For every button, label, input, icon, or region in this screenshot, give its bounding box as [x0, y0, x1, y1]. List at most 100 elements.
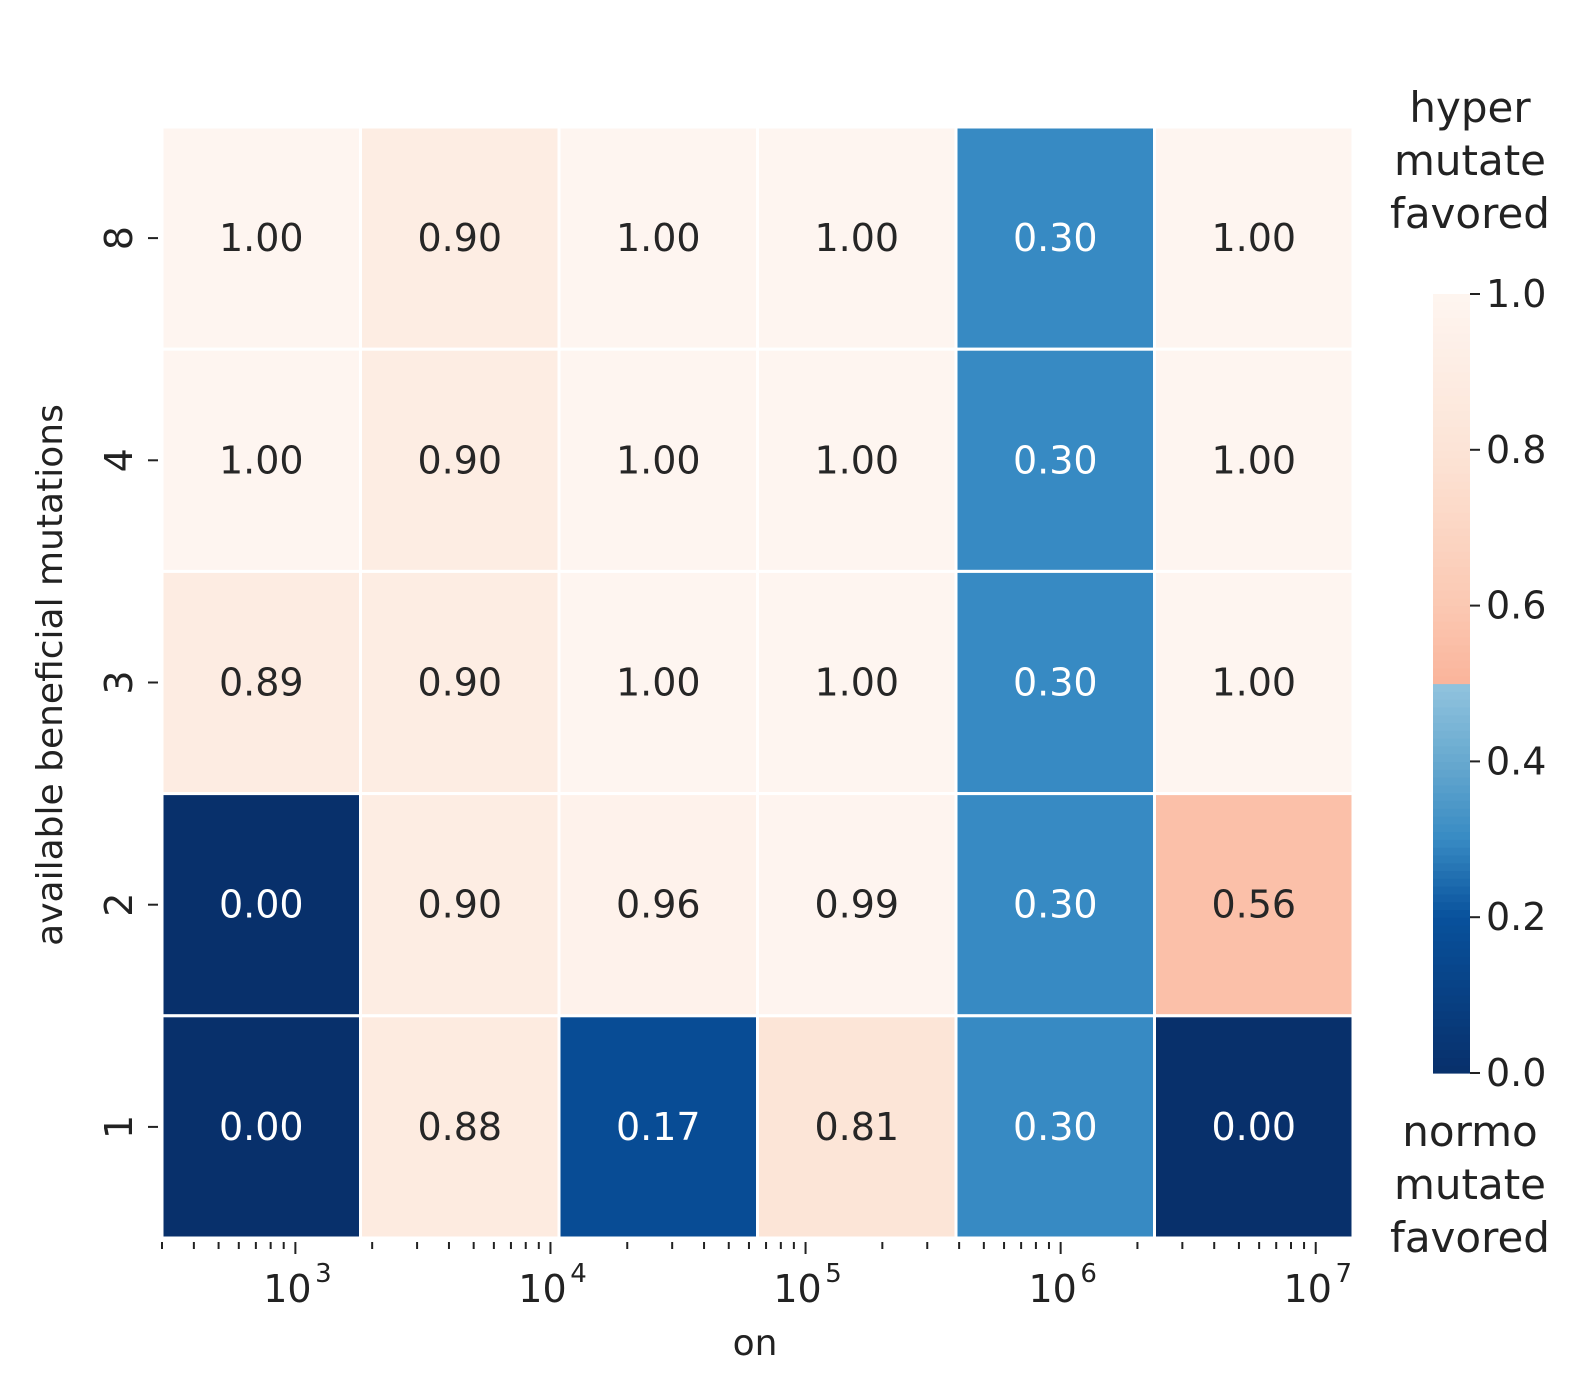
- cell-value-label: 0.96: [616, 883, 701, 927]
- colorbar-segment: [1433, 667, 1470, 677]
- colorbar-segment: [1433, 792, 1470, 801]
- colorbar-segment: [1433, 730, 1470, 739]
- heatmap-cell: [557, 792, 759, 1018]
- colorbar-segment: [1433, 808, 1470, 817]
- colorbar-tick-label: 0.8: [1486, 428, 1546, 472]
- colorbar-segment: [1433, 769, 1470, 778]
- colorbar-segment: [1433, 449, 1470, 459]
- cell-value-label: 0.90: [417, 661, 502, 705]
- heatmap-cell-labels: 1.00 0.90 1.00 1.00 0.30 1.00 1.00 0.90 1.00 1.00…: [219, 216, 1296, 1149]
- colorbar-segment: [1433, 699, 1470, 708]
- x-tick-label: 10: [1284, 1267, 1332, 1311]
- colorbar-tick-label: 1.0: [1486, 272, 1546, 316]
- colorbar-segment: [1433, 590, 1470, 599]
- colorbar-segment: [1433, 761, 1470, 770]
- colorbar-segment: [1433, 1065, 1470, 1074]
- heatmap-cell: [954, 792, 1156, 1018]
- colorbar-segment: [1433, 839, 1470, 848]
- heatmap-cell: [1153, 125, 1355, 351]
- colorbar-segment: [1433, 987, 1470, 996]
- colorbar-segment: [1433, 535, 1470, 544]
- x-tick-exponent: 3: [315, 1259, 332, 1289]
- cell-value-label: 0.17: [616, 1105, 701, 1149]
- colorbar-segment: [1433, 909, 1470, 918]
- heatmap-cell: [160, 125, 362, 351]
- colorbar-segment: [1433, 504, 1470, 513]
- colorbar-segment: [1433, 691, 1470, 700]
- colorbar-segment: [1433, 815, 1470, 825]
- colorbar-segment: [1433, 348, 1470, 357]
- colorbar-top-label: mutate: [1394, 136, 1546, 185]
- y-tick-label: 8: [97, 226, 141, 250]
- colorbar-segment: [1433, 543, 1470, 552]
- cell-value-label: 0.90: [417, 883, 502, 927]
- colorbar-segment: [1433, 465, 1470, 474]
- colorbar-segment: [1433, 706, 1470, 716]
- heatmap-cell: [1153, 347, 1355, 573]
- cell-value-label: 1.00: [219, 216, 304, 260]
- cell-value-label: 0.00: [1211, 1105, 1296, 1149]
- colorbar-segment: [1433, 683, 1470, 692]
- colorbar-segment: [1433, 940, 1470, 949]
- colorbar-segment: [1433, 753, 1470, 762]
- colorbar-segment: [1433, 309, 1470, 318]
- colorbar-top-label: hyper: [1409, 83, 1531, 132]
- colorbar-segment: [1433, 356, 1470, 365]
- colorbar-segment: [1433, 473, 1470, 482]
- heatmap-cell: [557, 125, 759, 351]
- x-axis-ticks: 10 3 10 4 10 5 10 6 10 7: [161, 1242, 1352, 1311]
- cell-value-label: 1.00: [814, 216, 899, 260]
- y-tick-label: 4: [97, 448, 141, 472]
- heatmap-cell: [359, 347, 561, 573]
- y-axis-title: available beneficial mutations: [30, 404, 71, 946]
- colorbar-segment: [1433, 963, 1470, 973]
- cell-value-label: 1.00: [814, 661, 899, 705]
- colorbar-segment: [1433, 395, 1470, 404]
- heatmap-cell: [756, 569, 958, 796]
- colorbar-segment: [1433, 364, 1470, 373]
- colorbar-segment: [1433, 1057, 1470, 1066]
- colorbar-segment: [1433, 418, 1470, 428]
- colorbar-segment: [1433, 847, 1470, 856]
- colorbar-segment: [1433, 605, 1470, 614]
- colorbar-segment: [1433, 924, 1470, 934]
- colorbar-segment: [1433, 862, 1470, 872]
- colorbar-segment: [1433, 294, 1470, 303]
- colorbar-tick-label: 0.0: [1486, 1051, 1546, 1095]
- heatmap-cell: [160, 792, 362, 1018]
- heatmap-cell: [160, 1014, 362, 1240]
- colorbar-segment: [1433, 722, 1470, 731]
- heatmap-cells: [160, 125, 1355, 1240]
- heatmap-cell: [1153, 792, 1355, 1018]
- colorbar-segment: [1433, 784, 1470, 794]
- heatmap-cell: [1153, 1014, 1355, 1240]
- colorbar-segment: [1433, 1002, 1470, 1012]
- colorbar-segment: [1433, 1049, 1470, 1059]
- x-tick-label: 10: [773, 1267, 821, 1311]
- colorbar-segment: [1433, 854, 1470, 864]
- colorbar-segment: [1433, 1010, 1470, 1020]
- colorbar-segment: [1433, 870, 1470, 879]
- x-tick-label: 10: [1028, 1267, 1076, 1311]
- colorbar-segment: [1433, 1026, 1470, 1035]
- colorbar-segment: [1433, 403, 1470, 412]
- colorbar-segment: [1433, 558, 1470, 568]
- colorbar-segment: [1433, 628, 1470, 638]
- colorbar-segment: [1433, 932, 1470, 942]
- cell-value-label: 0.30: [1013, 438, 1098, 482]
- colorbar-segment: [1433, 823, 1470, 833]
- colorbar-segment: [1433, 317, 1470, 326]
- colorbar-segment: [1433, 948, 1470, 957]
- cell-value-label: 1.00: [616, 216, 701, 260]
- colorbar-segment: [1433, 371, 1470, 381]
- heatmap-cell: [756, 125, 958, 351]
- heatmap-cell: [954, 1014, 1156, 1240]
- colorbar-segment: [1433, 621, 1470, 630]
- heatmap-cell: [954, 569, 1156, 796]
- heatmap-cell: [557, 1014, 759, 1240]
- cell-value-label: 0.81: [814, 1105, 899, 1149]
- colorbar-segment: [1433, 886, 1470, 895]
- colorbar-segment: [1433, 574, 1470, 583]
- heatmap-cell: [756, 792, 958, 1018]
